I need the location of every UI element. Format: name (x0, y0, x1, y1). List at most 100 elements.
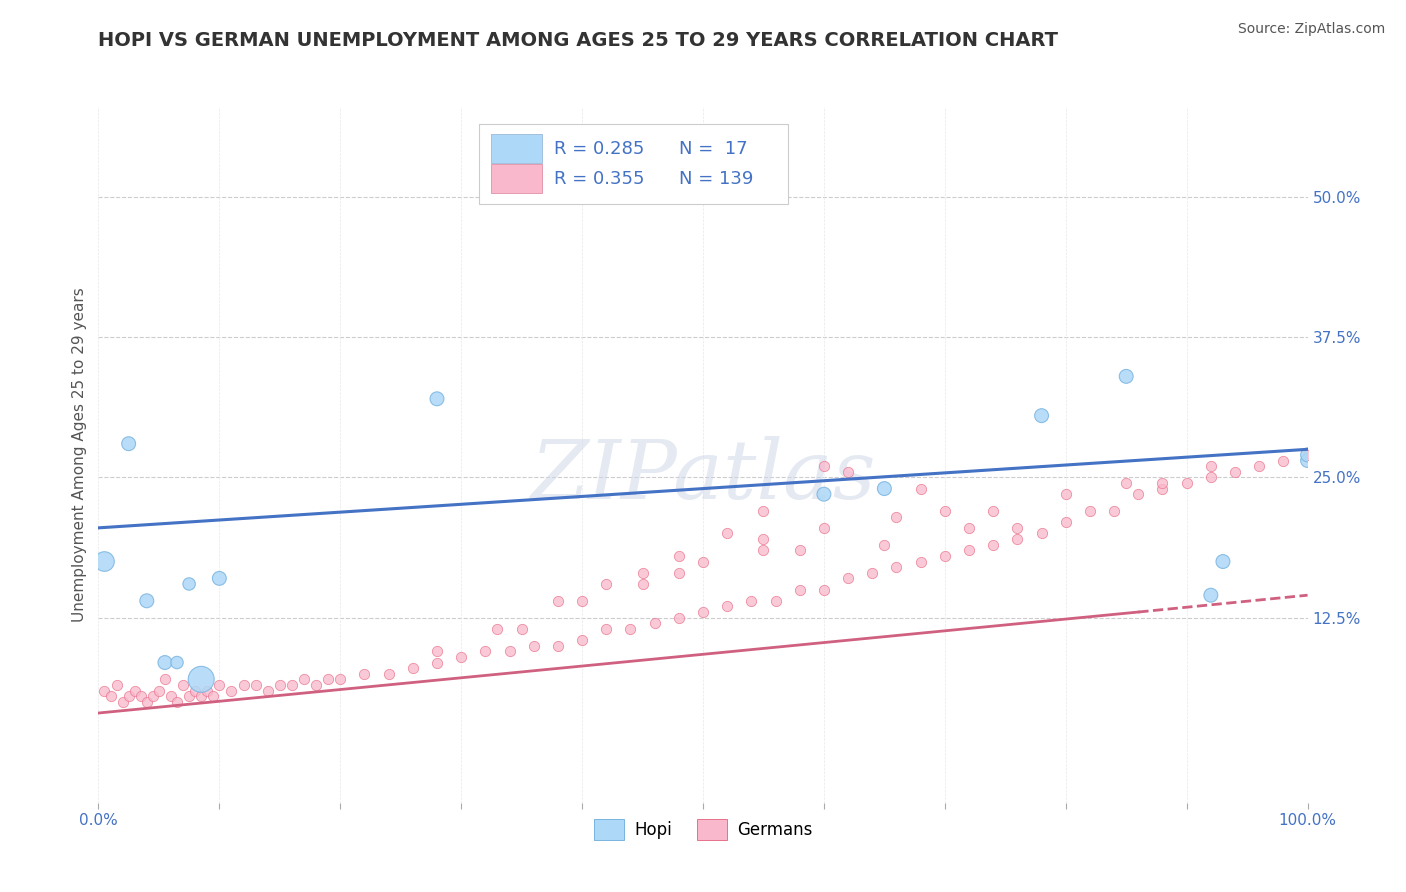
Point (886, 509, 908, 524)
Point (166, 695, 188, 709)
Point (1296, 448, 1319, 462)
Point (426, 644, 449, 658)
Point (510, 622, 533, 636)
Point (426, 656, 449, 670)
Point (93, 555, 115, 569)
Point (1078, 504, 1101, 518)
Point (256, 683, 278, 698)
Point (426, 392, 449, 406)
Point (142, 689, 165, 703)
Point (118, 436, 141, 450)
Point (765, 594, 787, 608)
Point (486, 622, 509, 636)
FancyBboxPatch shape (492, 164, 543, 194)
Point (1152, 475, 1174, 490)
Legend: Hopi, Germans: Hopi, Germans (588, 812, 818, 847)
Point (1102, 504, 1125, 518)
Point (1007, 521, 1029, 535)
Point (1175, 475, 1198, 490)
Point (269, 678, 291, 692)
Point (245, 678, 267, 692)
Point (474, 644, 496, 658)
Point (752, 532, 775, 546)
Point (837, 571, 859, 585)
Text: HOPI VS GERMAN UNEMPLOYMENT AMONG AGES 25 TO 29 YEARS CORRELATION CHART: HOPI VS GERMAN UNEMPLOYMENT AMONG AGES 2… (98, 31, 1059, 50)
Text: N =  17: N = 17 (679, 140, 748, 158)
Point (1152, 482, 1174, 496)
Point (281, 678, 304, 692)
Point (873, 482, 896, 496)
FancyBboxPatch shape (492, 134, 543, 163)
Point (571, 633, 593, 648)
Point (202, 689, 225, 703)
Text: R = 0.355: R = 0.355 (554, 169, 645, 187)
Point (292, 673, 315, 687)
Point (934, 549, 956, 563)
Point (740, 594, 762, 608)
Point (981, 538, 1004, 552)
Point (195, 683, 218, 698)
Point (105, 678, 128, 692)
Point (957, 543, 980, 558)
Point (1272, 453, 1295, 467)
Point (1249, 459, 1271, 474)
Point (886, 560, 908, 574)
Point (1199, 459, 1222, 474)
Point (135, 594, 157, 608)
Point (813, 459, 835, 474)
Point (1007, 532, 1029, 546)
Point (595, 622, 617, 636)
Point (957, 521, 980, 535)
Point (837, 465, 859, 479)
Point (934, 504, 956, 518)
Point (644, 616, 666, 631)
Point (668, 549, 690, 563)
Point (129, 689, 152, 703)
Point (789, 582, 811, 597)
Point (1031, 526, 1053, 541)
Point (118, 689, 141, 703)
Point (208, 571, 231, 585)
Point (93, 683, 115, 698)
Point (813, 487, 835, 501)
Point (208, 678, 231, 692)
Point (184, 683, 207, 698)
Point (716, 526, 738, 541)
Point (1296, 448, 1319, 462)
FancyBboxPatch shape (479, 124, 787, 204)
Point (316, 673, 339, 687)
Point (547, 639, 569, 653)
Point (402, 661, 425, 675)
Point (523, 639, 546, 653)
Point (153, 656, 176, 670)
Y-axis label: Unemployment Among Ages 25 to 29 years: Unemployment Among Ages 25 to 29 years (72, 287, 87, 623)
Point (148, 683, 170, 698)
Point (190, 673, 212, 687)
Point (329, 673, 352, 687)
Point (450, 649, 472, 664)
Point (595, 577, 617, 591)
Point (547, 594, 569, 608)
Point (668, 610, 690, 624)
Point (498, 644, 520, 658)
Point (752, 543, 775, 558)
Point (221, 683, 243, 698)
Point (813, 582, 835, 597)
Point (377, 666, 399, 681)
Point (135, 695, 157, 709)
Point (1212, 555, 1234, 569)
Point (910, 482, 932, 496)
Point (1199, 470, 1222, 484)
Point (179, 577, 201, 591)
Point (232, 678, 254, 692)
Point (571, 594, 593, 608)
Point (100, 689, 122, 703)
Text: Source: ZipAtlas.com: Source: ZipAtlas.com (1237, 22, 1385, 37)
Point (153, 673, 176, 687)
Text: ZIPatlas: ZIPatlas (530, 436, 876, 516)
Point (1223, 465, 1246, 479)
Point (631, 566, 654, 580)
Point (1199, 588, 1222, 602)
Point (1054, 515, 1077, 529)
Point (1296, 453, 1319, 467)
